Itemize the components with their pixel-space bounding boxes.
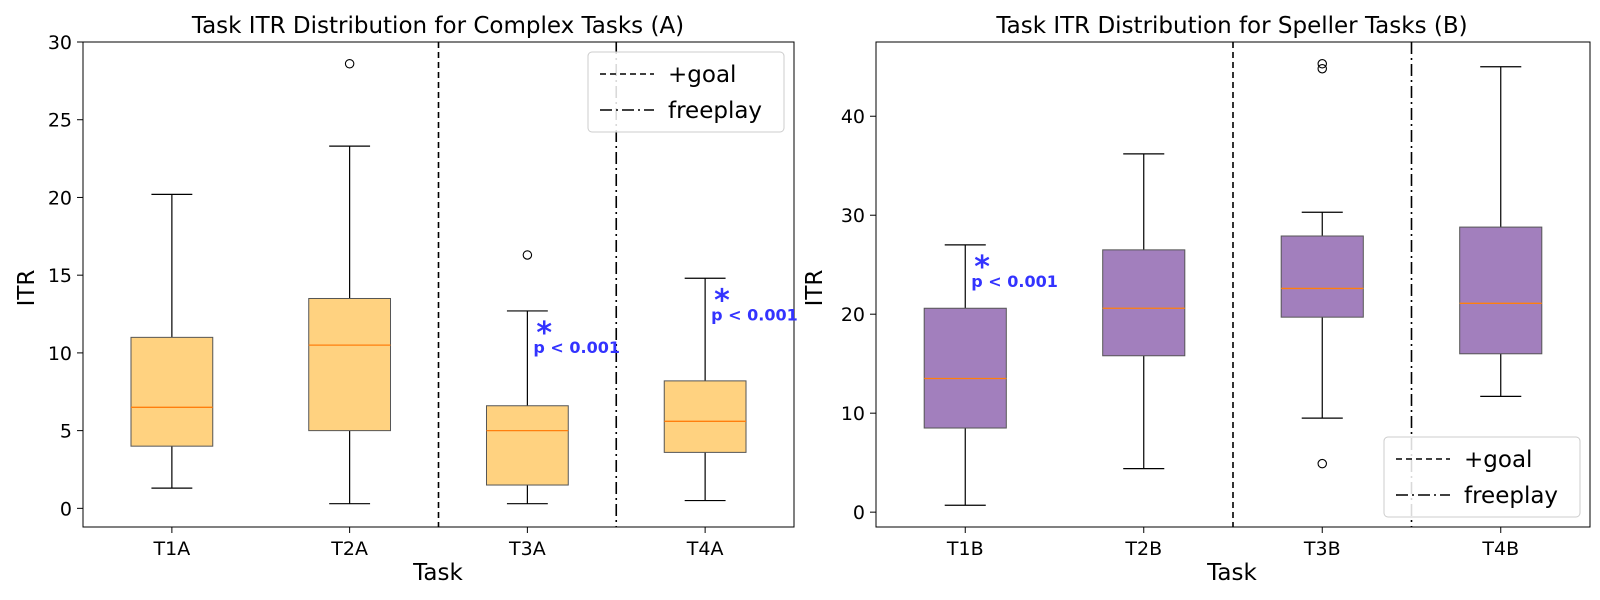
outlier-point <box>1317 458 1328 469</box>
legend-box <box>587 51 785 133</box>
y-tick-label: 20 <box>841 304 865 326</box>
box-iqr <box>130 336 214 447</box>
box-t1a <box>130 193 214 489</box>
box-t2a <box>308 59 392 505</box>
p-value-label: p < 0.001 <box>971 272 1058 291</box>
y-tick-label: 0 <box>853 502 865 524</box>
outlier-point <box>344 59 355 69</box>
y-axis-label: ITR <box>14 270 40 307</box>
x-axis-label: Task <box>1206 560 1257 586</box>
box-t3b <box>1280 59 1364 469</box>
outlier-point <box>1317 59 1328 69</box>
y-tick-label: 40 <box>841 106 865 128</box>
box-t4a <box>663 277 747 502</box>
box-iqr <box>1459 226 1543 355</box>
significance-star: * <box>536 316 552 351</box>
p-value-label: p < 0.001 <box>533 338 620 357</box>
box-iqr <box>308 297 392 432</box>
legend-label: +goal <box>668 62 736 88</box>
legend: +goal freeplay <box>587 51 785 133</box>
y-tick-label: 25 <box>48 110 72 132</box>
y-tick-label: 5 <box>60 421 72 443</box>
y-tick-label: 20 <box>48 187 72 209</box>
box-t1b <box>923 244 1007 506</box>
chart-panel-complex: Task ITR Distribution for Complex Tasks … <box>14 13 798 586</box>
box-t2b <box>1102 153 1186 470</box>
x-tick-label: T2A <box>330 538 368 560</box>
y-axis-label: ITR <box>802 270 828 307</box>
legend-label: +goal <box>1464 447 1532 473</box>
x-tick-label: T4B <box>1481 538 1519 560</box>
chart-title: Task ITR Distribution for Complex Tasks … <box>191 13 684 39</box>
box-iqr <box>1280 235 1364 318</box>
y-tick-label: 30 <box>841 205 865 227</box>
box-iqr <box>1102 249 1186 357</box>
y-tick-label: 10 <box>48 343 72 365</box>
legend: +goal freeplay <box>1383 436 1581 518</box>
x-tick-label: T1B <box>946 538 984 560</box>
box-iqr <box>923 307 1007 429</box>
y-tick-label: 0 <box>60 498 72 520</box>
legend-box <box>1383 436 1581 518</box>
outlier-point <box>1317 63 1328 74</box>
y-tick-label: 15 <box>48 265 72 287</box>
legend-label: freeplay <box>1464 483 1558 509</box>
outlier-point <box>522 250 533 260</box>
box-iqr <box>663 380 747 453</box>
box-t3a <box>485 250 569 505</box>
x-axis-label: Task <box>412 560 463 586</box>
plot-area: 0 10 20 30 40 T1B T2B T3B T4B *p < 0.001 +goal free… <box>841 41 1591 560</box>
significance-star: * <box>974 250 990 285</box>
significance-star: * <box>714 283 730 318</box>
x-tick-label: T2B <box>1124 538 1162 560</box>
y-tick-label: 30 <box>48 32 72 54</box>
x-tick-label: T3B <box>1303 538 1341 560</box>
x-tick-label: T3A <box>508 538 546 560</box>
y-tick-label: 10 <box>841 403 865 425</box>
p-value-label: p < 0.001 <box>711 305 798 324</box>
box-t4b <box>1459 66 1543 397</box>
chart-title: Task ITR Distribution for Speller Tasks … <box>995 13 1467 39</box>
box-iqr <box>485 405 569 486</box>
legend-label: freeplay <box>668 98 762 124</box>
x-tick-label: T1A <box>153 538 191 560</box>
x-tick-label: T4A <box>686 538 724 560</box>
chart-panel-speller: Task ITR Distribution for Speller Tasks … <box>802 13 1591 586</box>
